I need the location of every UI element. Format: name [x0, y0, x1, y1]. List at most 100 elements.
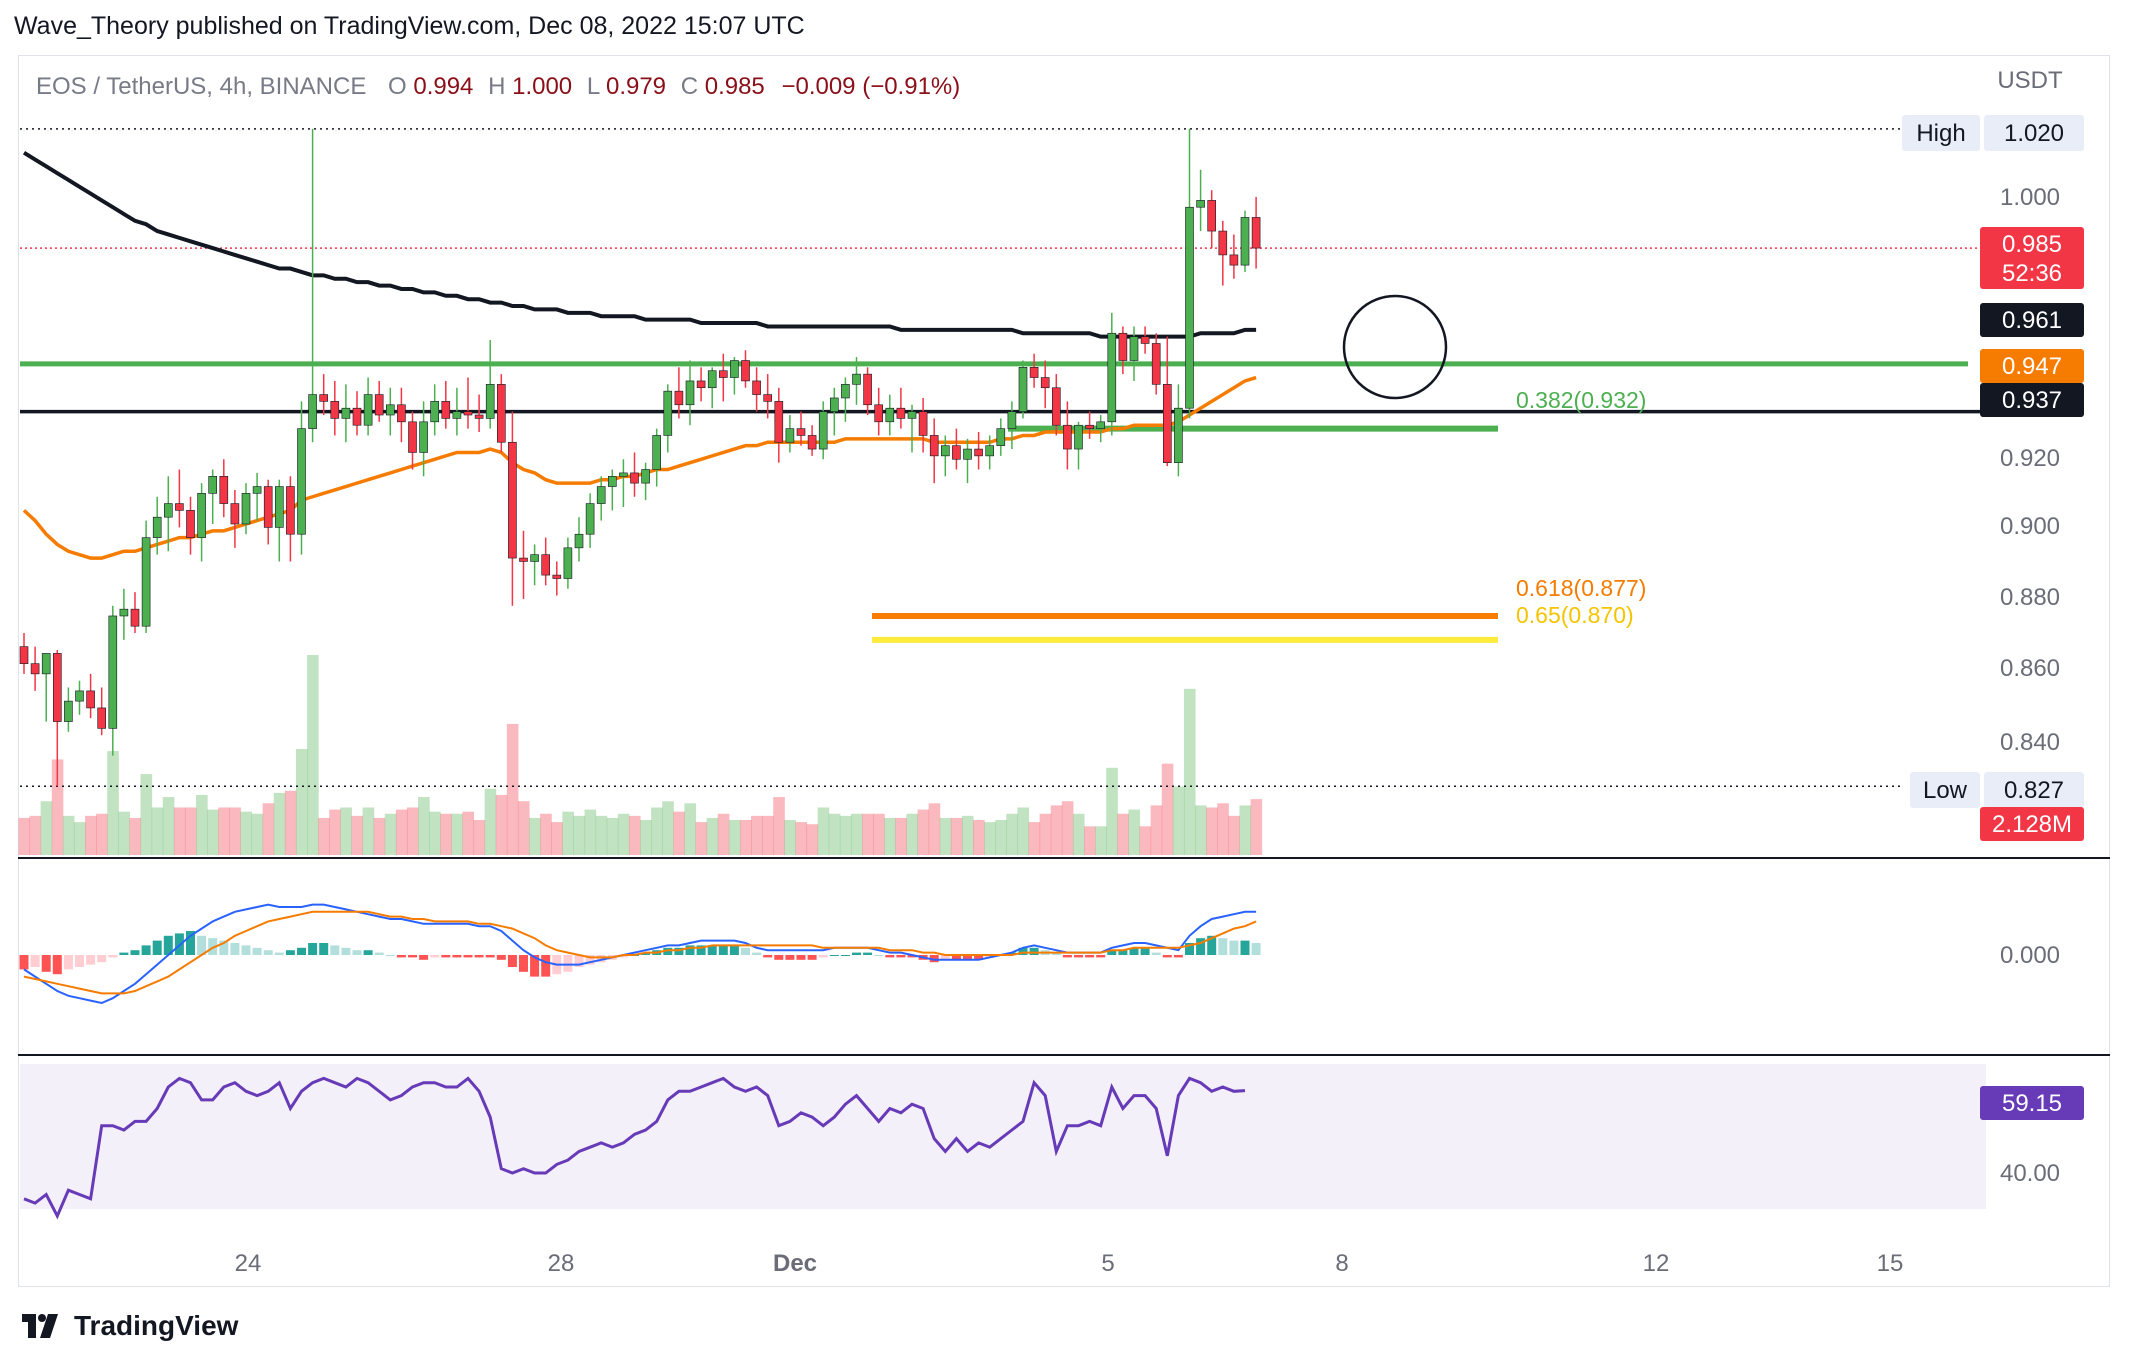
candle-body — [619, 472, 628, 477]
macd-hist-bar — [430, 955, 440, 958]
ema50-line — [22, 375, 1257, 560]
price-tick: 0.880 — [2000, 584, 2060, 611]
candle-body — [319, 394, 329, 402]
volume-bar — [517, 801, 530, 855]
macd-hist-bar — [940, 955, 950, 960]
macd-hist-bar — [585, 955, 595, 965]
legend-change: −0.009 (−0.91%) — [781, 73, 960, 100]
volume-bar — [1161, 763, 1174, 855]
legend-open: 0.994 — [413, 73, 473, 100]
candle-body — [1163, 384, 1172, 463]
candle-body — [496, 384, 506, 443]
candle-body — [940, 445, 950, 457]
candle-body — [818, 411, 828, 450]
candle-body — [419, 421, 428, 453]
candle-body — [1196, 200, 1205, 208]
volume-bar — [695, 822, 708, 855]
macd-hist-bar — [1062, 955, 1072, 958]
volume-bar — [762, 815, 774, 855]
candle-body — [752, 380, 761, 395]
macd-hist-bar — [374, 952, 384, 955]
macd-hist-bar — [1129, 947, 1139, 955]
volume-bar — [429, 811, 441, 855]
volume-bar — [1072, 813, 1085, 855]
low-label-box — [1910, 772, 1980, 808]
volume-bar — [1228, 815, 1240, 855]
candle-body — [41, 653, 51, 675]
macd-hist-bar — [541, 955, 551, 977]
candle-body — [530, 554, 539, 562]
volume-value: 2.128M — [1992, 811, 2072, 838]
candle-body — [208, 476, 217, 494]
candle-body — [341, 407, 351, 419]
volume-bar — [928, 803, 941, 855]
last-price-tag — [1980, 227, 2084, 289]
macd-hist-bar — [186, 931, 195, 955]
candle-body — [1040, 377, 1050, 389]
volume-bar — [1128, 809, 1141, 855]
highlight-circle — [1342, 294, 1448, 400]
candle-body — [974, 448, 983, 457]
candle-body — [474, 414, 484, 419]
macd-hist-bar — [1007, 952, 1017, 955]
volume-bar — [173, 807, 186, 855]
volume-tag — [1980, 807, 2084, 841]
volume-bar — [562, 811, 574, 855]
candle-body — [186, 510, 195, 538]
candle-body — [774, 401, 784, 443]
volume-bar — [240, 811, 253, 855]
candle-body — [30, 663, 40, 675]
volume-bar — [218, 807, 230, 855]
volume-bar — [850, 813, 863, 855]
macd-pane[interactable] — [19, 903, 1261, 1005]
candles-layer[interactable] — [19, 128, 1261, 787]
legend-symbol[interactable]: EOS / TetherUS, 4h, BINANCE — [36, 73, 366, 100]
volume-bar — [351, 815, 364, 855]
candle-body — [652, 435, 662, 470]
candle-body — [730, 360, 739, 378]
volume-bar — [673, 811, 685, 855]
volume-bar — [573, 815, 586, 855]
volume-bar — [1050, 805, 1063, 855]
volume-bar — [584, 809, 597, 855]
candle-body — [741, 360, 750, 382]
candle-body — [152, 516, 162, 538]
macd-hist-bar — [408, 955, 417, 958]
macd-hist-bar — [885, 955, 895, 958]
candle-body — [907, 411, 917, 419]
time-axis[interactable]: 24 28 Dec 5 8 12 15 — [235, 1250, 1904, 1277]
candle-body — [685, 380, 695, 406]
macd-hist-bar — [963, 955, 972, 960]
macd-hist-bar — [1085, 955, 1095, 958]
macd-hist-bar — [929, 955, 939, 963]
volume-bar — [739, 820, 752, 855]
volume-bar — [751, 815, 763, 855]
macd-hist-bar — [985, 955, 995, 958]
macd-hist-bar — [152, 940, 162, 955]
volume-bar — [895, 817, 907, 855]
volume-bar — [939, 817, 952, 855]
price-axis[interactable]: USDT 1.000 0.920 0.900 0.880 0.860 0.840… — [1997, 67, 2063, 1187]
macd-hist-bar — [829, 955, 839, 956]
macd-hist-bar — [1196, 938, 1206, 955]
candle-body — [952, 445, 961, 460]
candle-body — [785, 428, 795, 443]
macd-tick: 0.000 — [2000, 942, 2060, 969]
volume-bar — [284, 790, 297, 855]
volume-bar — [1183, 688, 1196, 855]
macd-hist-bar — [685, 945, 695, 955]
volume-bar — [540, 813, 552, 855]
volume-bar — [29, 815, 42, 855]
ema50-tag — [1980, 349, 2084, 383]
volume-bar — [1217, 803, 1229, 855]
volume-bar — [1195, 805, 1207, 855]
price-tick: 0.840 — [2000, 729, 2060, 756]
tradingview-brand[interactable]: TradingView — [22, 1310, 238, 1342]
candle-body — [164, 503, 173, 518]
macd-hist-bar — [863, 952, 873, 955]
volume-bar — [406, 807, 419, 855]
candle-body — [508, 441, 517, 559]
candle-body — [596, 486, 606, 504]
candle-body — [1085, 424, 1094, 429]
